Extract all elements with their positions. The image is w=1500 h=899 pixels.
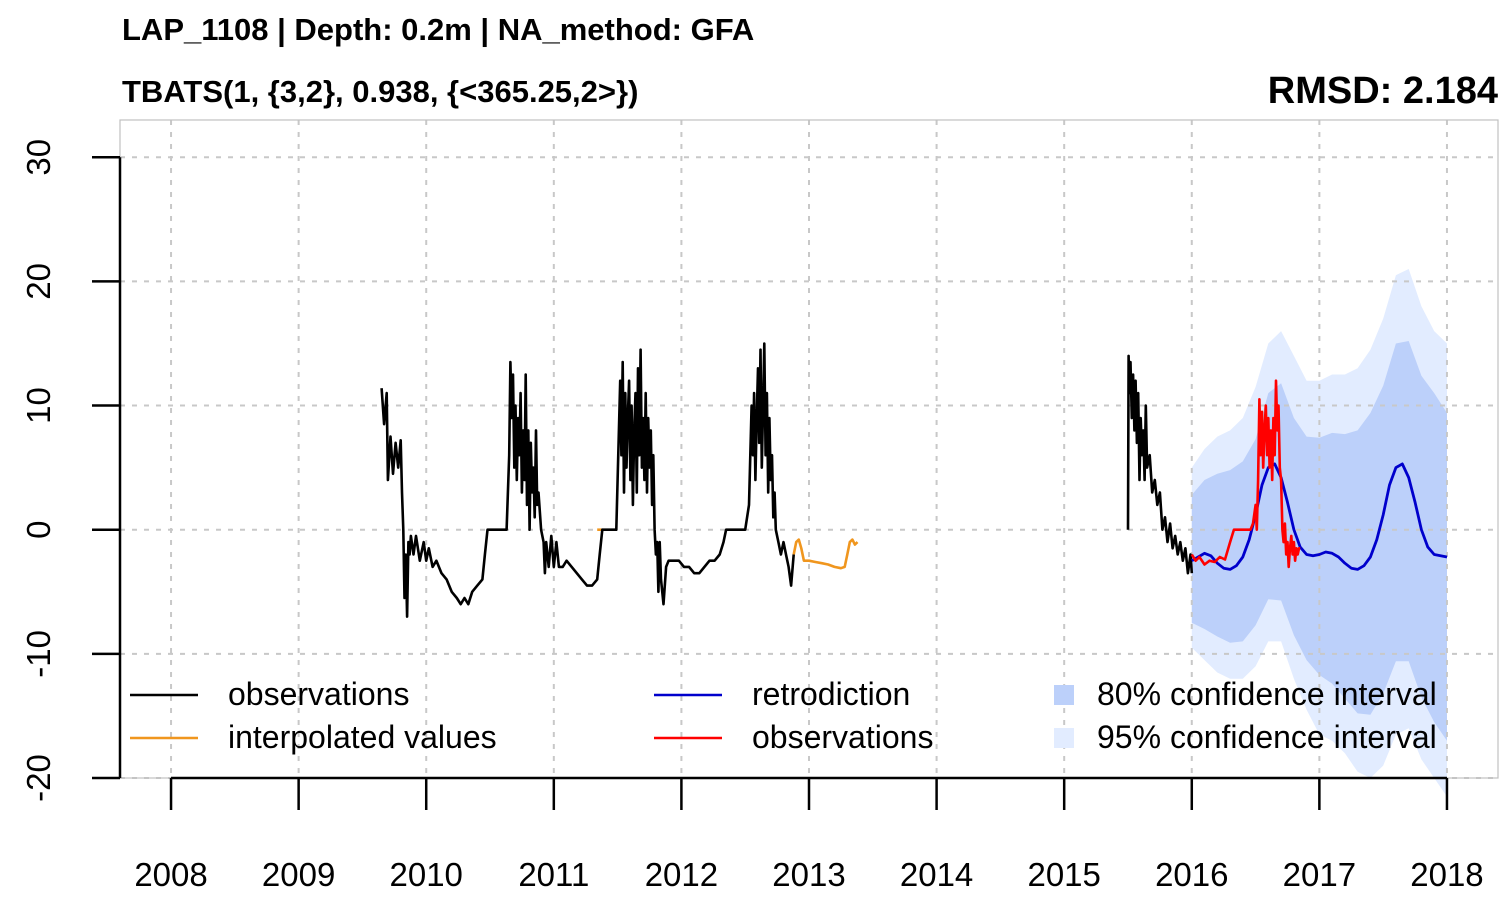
- observations-line: [1126, 354, 1194, 575]
- model-subtitle: TBATS(1, {3,2}, 0.938, {<365.25,2>}): [122, 74, 639, 109]
- chart-title: LAP_1108 | Depth: 0.2m | NA_method: GFA: [122, 12, 755, 47]
- x-tick-label: 2009: [262, 856, 335, 893]
- y-tick-label: 10: [20, 387, 57, 424]
- grid-lines: [120, 120, 1498, 779]
- x-tick-label: 2010: [390, 856, 463, 893]
- y-tick-label: 0: [20, 521, 57, 539]
- legend-label-ci95: 95% confidence interval: [1097, 719, 1437, 755]
- series-lines: [380, 342, 1448, 618]
- test-observations-line: [1190, 379, 1301, 569]
- legend-key-ci95: [1054, 728, 1074, 748]
- y-tick-label: 20: [20, 263, 57, 300]
- y-tick-label: 30: [20, 139, 57, 176]
- legend-label-interpolated: interpolated values: [228, 719, 497, 755]
- legend-keys: [130, 685, 1074, 748]
- axes: 2008 2009 2010 2011 2012 2013 2014 2015 2016 2017…: [20, 139, 1484, 893]
- y-tick-label: -20: [20, 754, 57, 802]
- retrodiction-line: [1191, 462, 1448, 571]
- legend-label-ci80: 80% confidence interval: [1097, 676, 1437, 712]
- x-tick-label: 2012: [645, 856, 718, 893]
- rmsd-label: RMSD: 2.184: [1267, 70, 1498, 112]
- x-tick-label: 2015: [1027, 856, 1100, 893]
- y-tick-label: -10: [20, 630, 57, 678]
- legend-key-ci80: [1054, 685, 1074, 705]
- x-tick-label: 2016: [1155, 856, 1228, 893]
- x-tick-label: 2013: [772, 856, 845, 893]
- x-tick-label: 2018: [1410, 856, 1483, 893]
- legend-label-retrodiction: retrodiction: [752, 676, 911, 712]
- interpolated-line: [792, 538, 859, 570]
- legend-label-observations-test: observations: [752, 719, 934, 755]
- x-tick-label: 2014: [900, 856, 973, 893]
- x-tick-label: 2008: [134, 856, 207, 893]
- x-tick-label: 2017: [1283, 856, 1356, 893]
- legend-label-observations: observations: [228, 676, 410, 712]
- observations-line: [380, 342, 795, 618]
- x-tick-label: 2011: [518, 856, 589, 893]
